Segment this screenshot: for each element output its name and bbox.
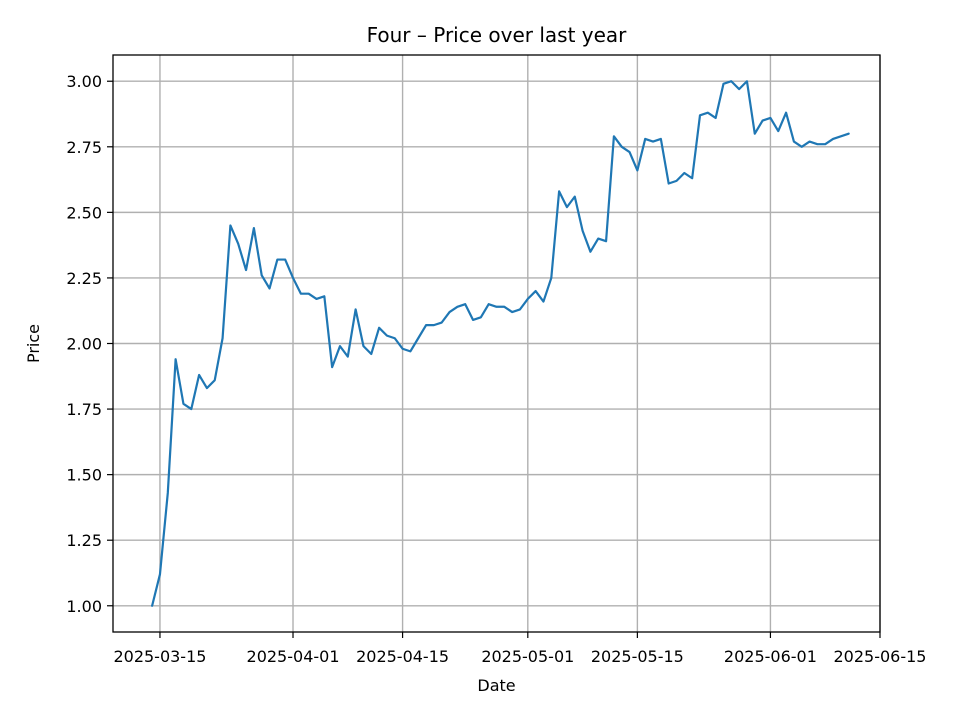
x-tick-label: 2025-05-01 — [481, 647, 574, 666]
x-tick-label: 2025-05-15 — [591, 647, 684, 666]
grid-lines — [113, 55, 881, 632]
y-tick-label: 1.25 — [66, 531, 102, 550]
x-tick-label: 2025-06-15 — [834, 647, 927, 666]
y-tick-label: 1.75 — [66, 400, 102, 419]
y-tick-label: 3.00 — [66, 72, 102, 91]
y-tick-label: 1.00 — [66, 597, 102, 616]
y-tick-label: 2.25 — [66, 269, 102, 288]
chart-title: Four – Price over last year — [367, 23, 628, 47]
y-tick-label: 2.50 — [66, 203, 102, 222]
y-tick-label: 1.50 — [66, 466, 102, 485]
series-layer — [151, 80, 850, 607]
x-tick-label: 2025-04-01 — [247, 647, 340, 666]
y-axis-ticks: 1.00 1.25 1.50 1.75 2.00 2.25 2.50 2.75 3.00 — [66, 72, 113, 616]
series-line — [151, 80, 850, 607]
y-axis-label: Price — [24, 324, 43, 363]
x-axis-label: Date — [477, 676, 515, 695]
x-tick-label: 2025-04-15 — [356, 647, 449, 666]
x-tick-label: 2025-06-01 — [724, 647, 817, 666]
x-tick-label: 2025-03-15 — [113, 647, 206, 666]
x-axis-ticks: 2025-03-15 2025-04-01 2025-04-15 2025-05-01… — [113, 632, 926, 666]
y-tick-label: 2.75 — [66, 138, 102, 157]
y-tick-label: 2.00 — [66, 335, 102, 354]
